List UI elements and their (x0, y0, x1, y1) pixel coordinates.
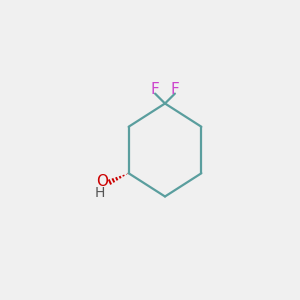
Text: O: O (96, 174, 108, 189)
Text: F: F (170, 82, 179, 97)
Text: H: H (95, 186, 105, 200)
Text: F: F (151, 82, 160, 97)
